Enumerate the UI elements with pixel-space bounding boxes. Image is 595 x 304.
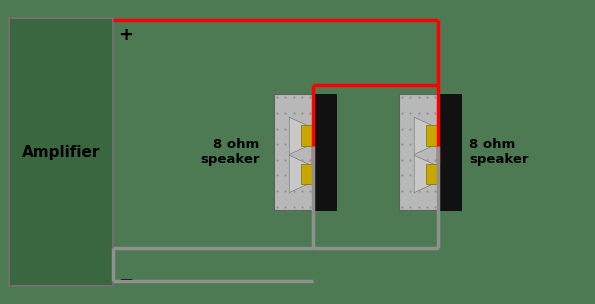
Text: 8 ohm
speaker: 8 ohm speaker (200, 138, 259, 166)
Polygon shape (289, 155, 312, 193)
Bar (426, 126, 439, 146)
Text: −: − (118, 272, 133, 290)
Polygon shape (414, 117, 437, 154)
Bar (274, 94, 313, 210)
Text: +: + (118, 26, 133, 44)
Bar (438, 94, 461, 210)
Text: Amplifier: Amplifier (22, 144, 100, 160)
Polygon shape (414, 155, 437, 193)
Bar (313, 94, 336, 210)
Bar (399, 94, 438, 210)
Bar (9, 18, 113, 286)
Text: 8 ohm
speaker: 8 ohm speaker (469, 138, 529, 166)
Bar (301, 126, 314, 146)
Bar (426, 164, 439, 184)
Bar (301, 164, 314, 184)
Polygon shape (289, 117, 312, 154)
